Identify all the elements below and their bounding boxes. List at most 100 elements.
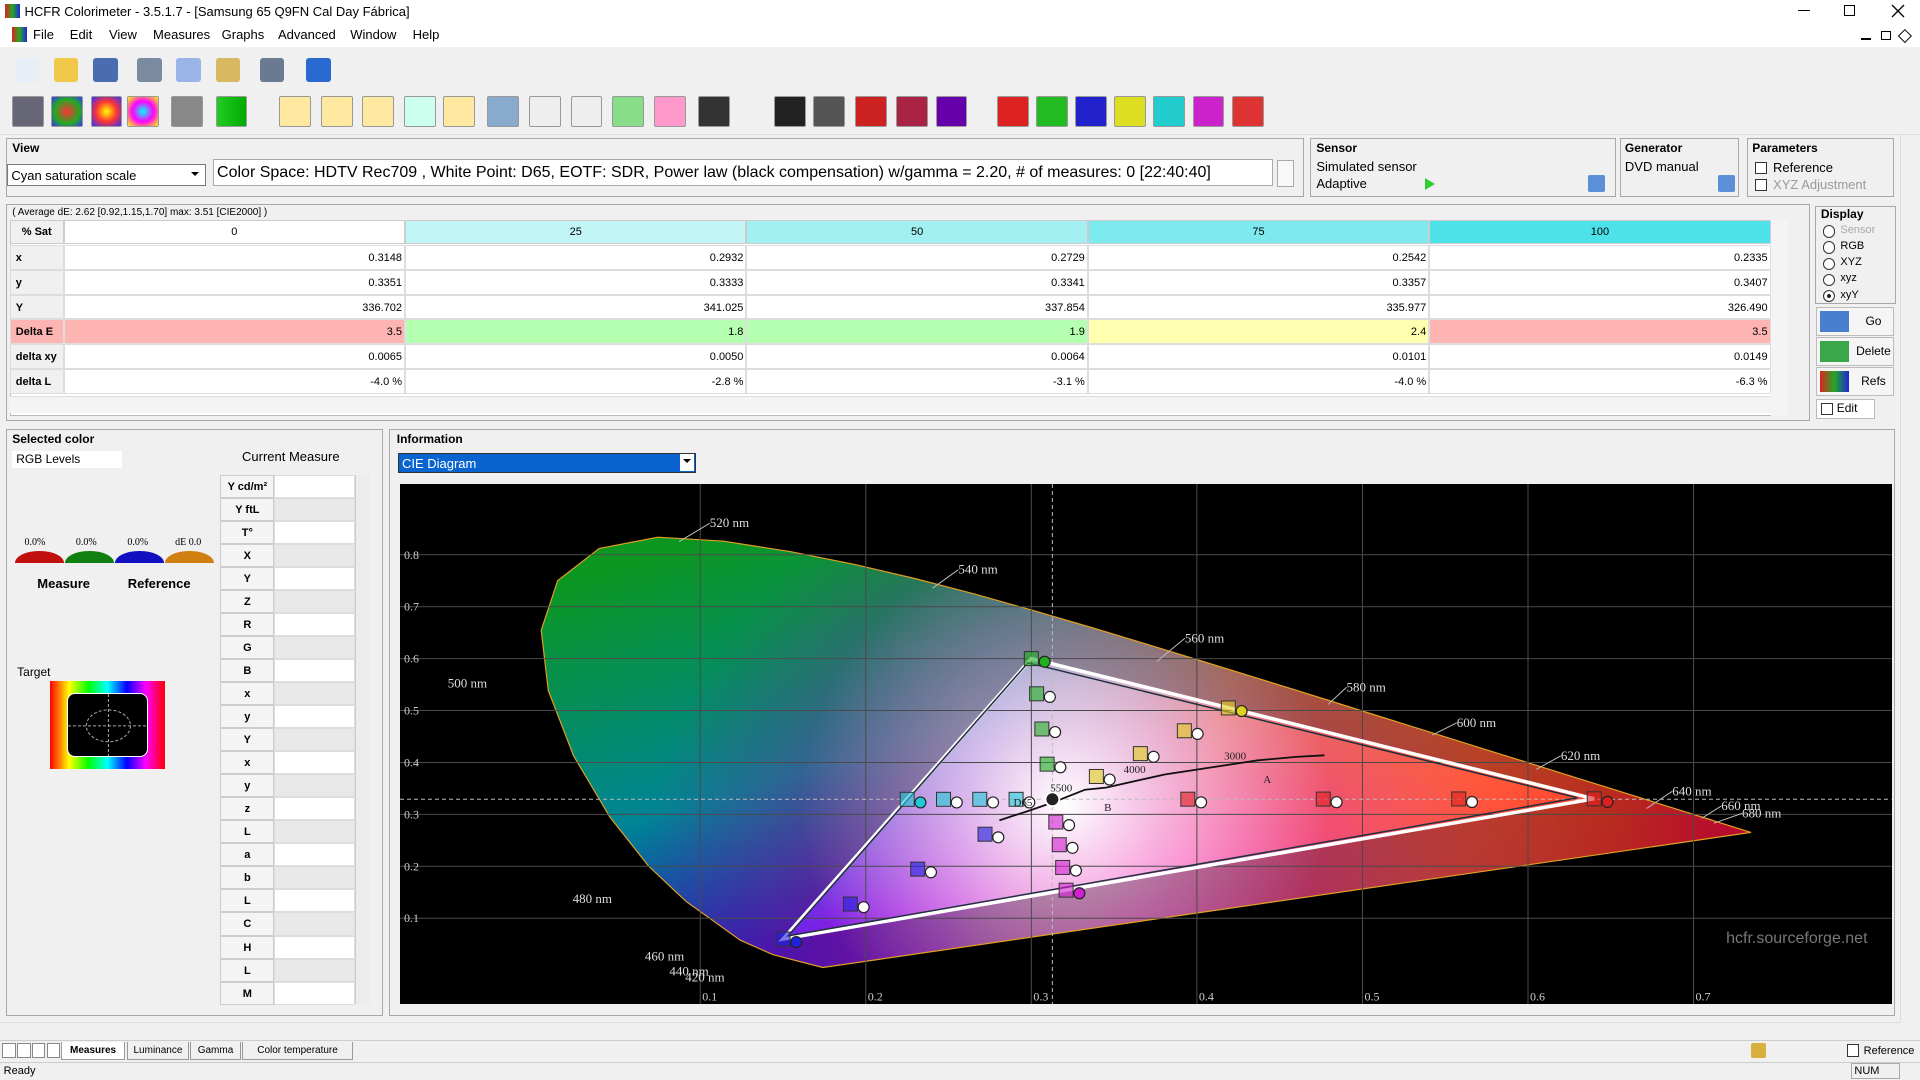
toolbar-button[interactable] [443, 95, 476, 128]
radio-label[interactable]: xyz [1840, 272, 1857, 285]
measure-row-value [274, 521, 356, 545]
toolbar-button[interactable] [14, 57, 40, 83]
menu-item[interactable]: File [33, 27, 54, 43]
checkbox[interactable] [1820, 402, 1834, 416]
toolbar-button[interactable] [53, 57, 79, 83]
toolbar-button[interactable] [1075, 95, 1107, 128]
level-gauge [165, 551, 215, 564]
toolbar-button[interactable] [896, 95, 929, 128]
menu-item[interactable]: Help [412, 27, 440, 43]
wavelength-label: 420 nm [686, 969, 725, 984]
target-marker [1177, 722, 1193, 738]
menu-item[interactable]: View [108, 27, 137, 43]
tab[interactable]: Color temperature [242, 1042, 353, 1061]
toolbar-button[interactable] [12, 95, 45, 128]
menu-item[interactable]: Window [350, 27, 397, 43]
toolbar-button[interactable] [1035, 95, 1068, 128]
button-label[interactable]: Refs [1861, 374, 1886, 389]
toolbar-button[interactable] [51, 95, 84, 128]
mdi-control[interactable] [1880, 30, 1891, 41]
toolbar-button[interactable] [935, 95, 968, 128]
toolbar-button[interactable] [612, 95, 645, 128]
measured-marker [925, 865, 938, 879]
tab-nav-button[interactable] [17, 1043, 31, 1058]
toolbar-button[interactable] [404, 95, 436, 128]
radio[interactable] [1823, 257, 1836, 270]
close-button[interactable] [1886, 0, 1910, 22]
measure-row-label: H [220, 935, 275, 959]
toolbar-button[interactable] [996, 95, 1029, 128]
edit-label[interactable]: Edit [1836, 401, 1858, 416]
toolbar-button[interactable] [1114, 95, 1147, 128]
menu-item[interactable]: Advanced [277, 27, 336, 43]
measure-row-label: L [220, 889, 275, 913]
measure-row-value [274, 475, 356, 499]
toolbar-button[interactable] [93, 57, 118, 83]
window-title: HCFR Colorimeter - 3.5.1.7 - [Samsung 65… [24, 4, 410, 19]
panel-label: Display [1820, 206, 1864, 221]
checkbox[interactable] [1754, 178, 1767, 191]
toolbar-button[interactable] [1231, 95, 1264, 128]
toolbar-button[interactable] [127, 95, 160, 128]
toolbar-button[interactable] [320, 95, 353, 128]
checkbox[interactable] [1754, 161, 1767, 174]
toolbar-button[interactable] [215, 95, 248, 128]
button-label[interactable]: Go [1865, 314, 1882, 329]
radio[interactable] [1823, 225, 1836, 238]
menu-item[interactable]: Graphs [221, 27, 265, 43]
toolbar-button[interactable] [854, 95, 887, 128]
measured-marker [857, 900, 871, 913]
measure-row-label: B [220, 659, 275, 683]
radio-label[interactable]: xyY [1840, 288, 1859, 301]
toolbar-button[interactable] [528, 95, 561, 128]
toolbar-button[interactable] [487, 95, 520, 128]
button-label[interactable]: Delete [1856, 344, 1891, 359]
toolbar-button[interactable] [653, 95, 686, 128]
toolbar-button[interactable] [90, 95, 123, 128]
tab-nav-button[interactable] [31, 1043, 46, 1058]
toolbar-button[interactable] [813, 95, 845, 128]
view-dropdown[interactable]: Cyan saturation scale [7, 164, 206, 187]
mdi-control[interactable] [1861, 31, 1871, 41]
toolbar-button[interactable] [362, 95, 395, 128]
status-reference[interactable]: Reference [1863, 1045, 1915, 1058]
menu-item[interactable]: Measures [153, 27, 211, 43]
radio-label[interactable]: RGB [1840, 240, 1865, 253]
radio[interactable] [1823, 289, 1836, 303]
config-button[interactable] [1717, 175, 1736, 193]
tab-nav-button[interactable] [46, 1043, 60, 1058]
restore-button[interactable] [1844, 4, 1856, 16]
radio[interactable] [1823, 273, 1836, 287]
label-leader [1156, 637, 1186, 662]
toolbar-button[interactable] [259, 57, 285, 83]
checkbox-label[interactable]: Reference [1773, 160, 1834, 176]
radio-label[interactable]: Sensor [1840, 223, 1876, 236]
toolbar-button[interactable] [279, 95, 311, 128]
toolbar-button[interactable] [697, 95, 730, 128]
toolbar-button[interactable] [137, 57, 162, 83]
minimize-button[interactable] [1797, 9, 1810, 11]
toolbar-button[interactable] [1153, 95, 1186, 128]
radio[interactable] [1823, 241, 1836, 254]
tab[interactable]: Gamma [189, 1042, 242, 1061]
tab[interactable]: Measures [61, 1042, 125, 1061]
toolbar-button[interactable] [306, 57, 331, 83]
toolbar-button[interactable] [1192, 95, 1225, 128]
menu-item[interactable]: Edit [69, 27, 93, 43]
toolbar-button[interactable] [570, 95, 603, 128]
toolbar-button[interactable] [176, 57, 201, 83]
target-marker [1089, 768, 1105, 784]
toolbar-button[interactable] [215, 57, 240, 83]
radio-label[interactable]: XYZ [1840, 256, 1862, 269]
tab-nav-button[interactable] [2, 1043, 16, 1058]
spin-button[interactable] [1277, 160, 1295, 188]
diagram-dropdown[interactable]: CIE Diagram [397, 453, 696, 473]
checkbox[interactable] [1846, 1044, 1859, 1057]
toolbar-button[interactable] [773, 95, 806, 128]
measured-marker [951, 795, 964, 809]
config-button[interactable] [1588, 175, 1606, 193]
tab[interactable]: Luminance [127, 1042, 189, 1061]
x-tick-label: 0.3 [1034, 989, 1049, 1003]
toolbar-button[interactable] [171, 95, 204, 128]
checkbox-label[interactable]: XYZ Adjustment [1773, 177, 1867, 193]
